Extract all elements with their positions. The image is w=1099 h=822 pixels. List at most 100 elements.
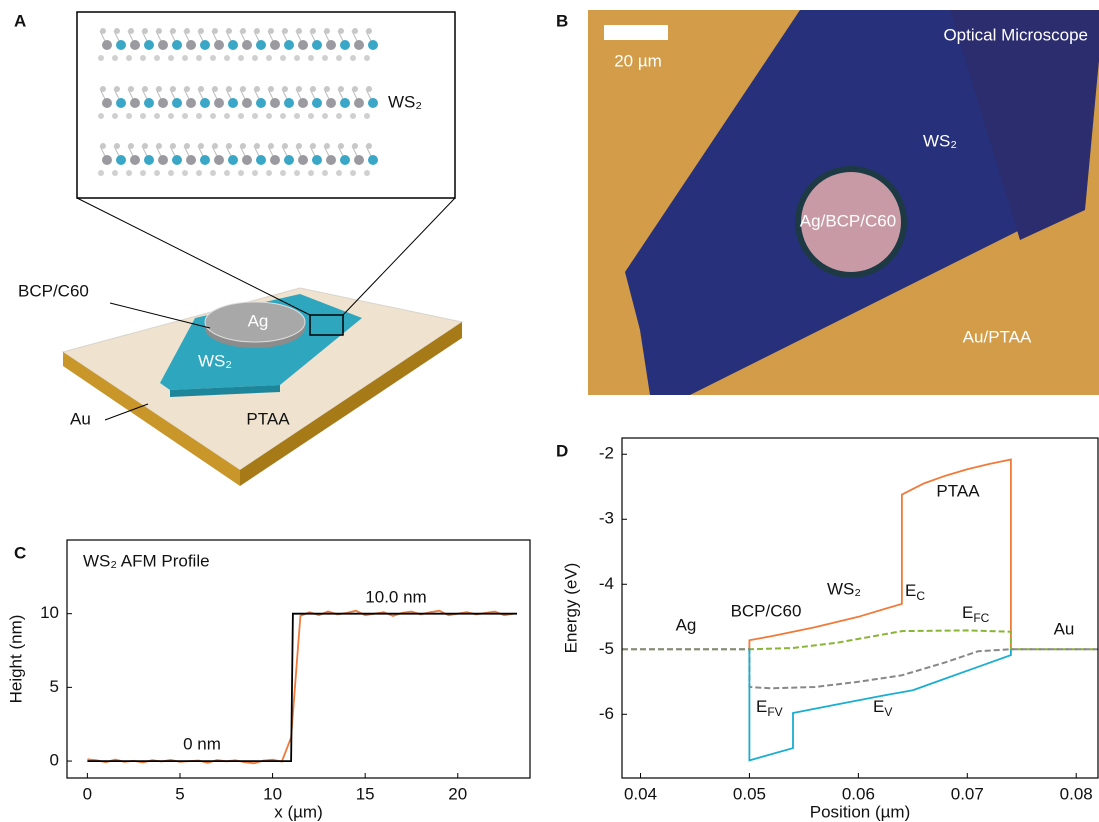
region-label: Ag/BCP/C60 [800,211,896,230]
atom [100,28,106,34]
panel-letter: C [14,543,26,562]
atom [196,170,202,176]
atom [312,155,322,165]
atom [294,113,300,119]
atom [142,143,148,149]
atom [284,40,294,50]
atom [156,143,162,149]
atom [154,170,160,176]
series-line [622,649,1098,688]
zoom-line [77,198,310,315]
atom [368,155,378,165]
atom [308,55,314,61]
atom [144,155,154,165]
series-label: EC [905,581,925,603]
x-tick-label: 20 [448,784,467,803]
atom [114,28,120,34]
region-label: Au/PTAA [963,327,1032,346]
layer-label: BCP/C60 [18,281,89,300]
atom [324,143,330,149]
atom [368,40,378,50]
atom [312,40,322,50]
atom [116,98,126,108]
atom [268,143,274,149]
atom [114,143,120,149]
atom [102,40,112,50]
atom [240,28,246,34]
atom [326,155,336,165]
atom [154,55,160,61]
annotation: WS₂ [827,579,861,598]
series-label: EFC [962,603,990,625]
atom [256,40,266,50]
x-tick-label: 0.04 [624,784,657,803]
atom [226,86,232,92]
atom [284,155,294,165]
atom [312,98,322,108]
annotation: 0 nm [183,734,221,753]
atom [196,55,202,61]
atom [296,28,302,34]
panel-letter: B [556,11,568,30]
atom [102,155,112,165]
atom [126,170,132,176]
atom [350,55,356,61]
atom [224,170,230,176]
atom [282,28,288,34]
layer-label: WS₂ [198,351,232,370]
atom [294,170,300,176]
scale-label: 20 µm [614,51,662,70]
atom [114,86,120,92]
atom [256,155,266,165]
plot-frame [67,540,530,778]
y-tick-label: -5 [599,639,614,658]
atom [168,55,174,61]
atom [168,113,174,119]
atom [322,170,328,176]
y-tick-label: -2 [599,444,614,463]
atom [112,170,118,176]
panel-letter: A [14,11,26,30]
leader-line [110,303,210,328]
atom [352,28,358,34]
atom [182,170,188,176]
plot-frame [622,438,1098,778]
atom [130,40,140,50]
atom [140,170,146,176]
atom [366,86,372,92]
series-line [87,611,513,764]
layer-label: PTAA [246,409,290,428]
atom [126,55,132,61]
panel-letter: D [556,441,568,460]
atom [186,155,196,165]
atom [210,55,216,61]
series-line [87,614,517,761]
atom [184,143,190,149]
scale-bar [604,25,668,40]
atom [184,86,190,92]
atom [368,98,378,108]
atom [240,86,246,92]
atom [172,155,182,165]
atom [154,113,160,119]
atom [172,98,182,108]
atom [158,98,168,108]
atom [186,40,196,50]
atom [282,86,288,92]
y-tick-label: 5 [50,677,59,696]
atom [98,113,104,119]
y-tick-label: 10 [40,603,59,622]
atom [326,98,336,108]
x-tick-label: 15 [356,784,375,803]
atom [352,143,358,149]
atom [142,86,148,92]
atom [140,55,146,61]
atom [212,143,218,149]
atom [268,28,274,34]
y-tick-label: -3 [599,509,614,528]
atom [336,113,342,119]
atom [214,155,224,165]
x-tick-label: 0 [83,784,92,803]
atom [116,40,126,50]
atom [308,113,314,119]
